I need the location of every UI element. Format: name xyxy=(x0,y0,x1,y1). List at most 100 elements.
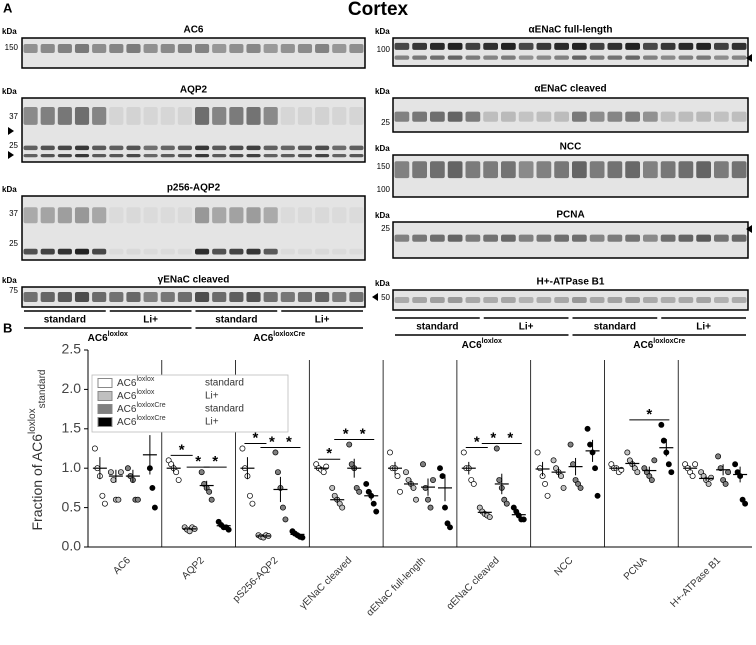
band xyxy=(412,42,427,50)
data-point xyxy=(668,469,675,476)
data-point xyxy=(651,457,658,464)
x-tick-label: γENaC cleaved xyxy=(298,555,355,612)
data-point xyxy=(282,516,289,523)
kda-label: kDa xyxy=(375,144,390,153)
data-point xyxy=(107,469,114,476)
band xyxy=(625,161,640,179)
band xyxy=(625,111,640,122)
band xyxy=(74,207,90,224)
panel-label: B xyxy=(3,320,12,335)
band xyxy=(280,207,295,224)
data-point xyxy=(430,477,436,483)
band xyxy=(143,292,158,302)
significance-star: * xyxy=(286,433,292,450)
band xyxy=(394,297,410,303)
data-point xyxy=(175,477,182,483)
band xyxy=(280,248,295,255)
treatment-label: standard xyxy=(215,315,257,326)
band xyxy=(589,42,605,50)
y-tick-label: 0.5 xyxy=(62,498,82,514)
legend-condition: Li+ xyxy=(205,391,219,402)
band xyxy=(607,161,623,179)
blot xyxy=(392,289,749,311)
data-point xyxy=(544,492,551,499)
band xyxy=(643,55,658,60)
band xyxy=(23,44,38,53)
blot xyxy=(392,221,749,259)
band xyxy=(195,44,210,53)
band xyxy=(229,248,244,255)
data-point xyxy=(346,441,353,448)
data-point xyxy=(584,425,591,432)
band xyxy=(40,207,55,224)
band xyxy=(263,44,278,53)
band xyxy=(607,55,623,60)
band xyxy=(349,154,364,158)
data-point xyxy=(660,437,667,444)
band xyxy=(143,248,158,255)
data-point xyxy=(274,469,281,476)
band xyxy=(589,111,605,122)
legend-name-base: AC6 xyxy=(117,417,137,428)
band xyxy=(349,292,364,302)
data-point xyxy=(329,484,336,491)
kda-label: kDa xyxy=(375,27,390,36)
blot xyxy=(21,195,366,261)
genotype-label: AC6loxlox xyxy=(88,331,128,343)
band xyxy=(430,234,445,242)
band xyxy=(678,234,694,242)
band xyxy=(126,248,141,255)
band xyxy=(412,111,427,122)
x-tick-label: AQP2 xyxy=(180,555,207,582)
band xyxy=(280,292,295,302)
data-point xyxy=(705,481,712,487)
genotype-label-sup: loxloxCre xyxy=(273,331,305,338)
data-point xyxy=(225,526,232,533)
band xyxy=(315,106,330,125)
band xyxy=(57,44,72,53)
band xyxy=(572,297,587,303)
genotype-label: AC6loxloxCre xyxy=(633,338,685,350)
kda-marker: 50 xyxy=(381,293,390,302)
band xyxy=(74,106,90,125)
genotype-label-base: AC6 xyxy=(88,333,108,344)
band xyxy=(263,106,278,125)
band xyxy=(143,207,158,224)
data-point xyxy=(722,481,729,487)
band xyxy=(23,207,38,224)
band xyxy=(263,207,278,224)
band xyxy=(297,292,313,302)
significance-star: * xyxy=(646,406,652,423)
band xyxy=(212,106,227,125)
band xyxy=(572,111,587,122)
significance-star: * xyxy=(343,426,349,443)
band xyxy=(678,55,694,60)
legend-name-sup: loxlox xyxy=(136,389,154,396)
legend-name-base: AC6 xyxy=(117,378,137,389)
data-point xyxy=(173,469,180,476)
data-point xyxy=(101,500,108,507)
band xyxy=(212,292,227,302)
band xyxy=(280,154,295,158)
kda-marker: 37 xyxy=(9,209,18,218)
band xyxy=(430,297,445,303)
band xyxy=(518,297,534,303)
band xyxy=(447,42,463,50)
band xyxy=(518,161,534,179)
data-point xyxy=(425,496,431,503)
band xyxy=(40,292,55,302)
band xyxy=(195,248,210,255)
band xyxy=(74,292,90,302)
data-point xyxy=(537,465,544,472)
band xyxy=(483,234,498,242)
legend-box xyxy=(91,374,289,433)
legend-name-base: AC6 xyxy=(117,404,137,415)
data-point xyxy=(634,469,641,476)
band xyxy=(731,55,747,60)
kda-marker: 37 xyxy=(9,112,18,121)
band xyxy=(40,154,55,158)
legend-name: AC6loxloxCre xyxy=(117,402,166,414)
data-point xyxy=(577,484,584,491)
treatment-label: Li+ xyxy=(315,315,330,326)
data-point xyxy=(239,445,246,452)
